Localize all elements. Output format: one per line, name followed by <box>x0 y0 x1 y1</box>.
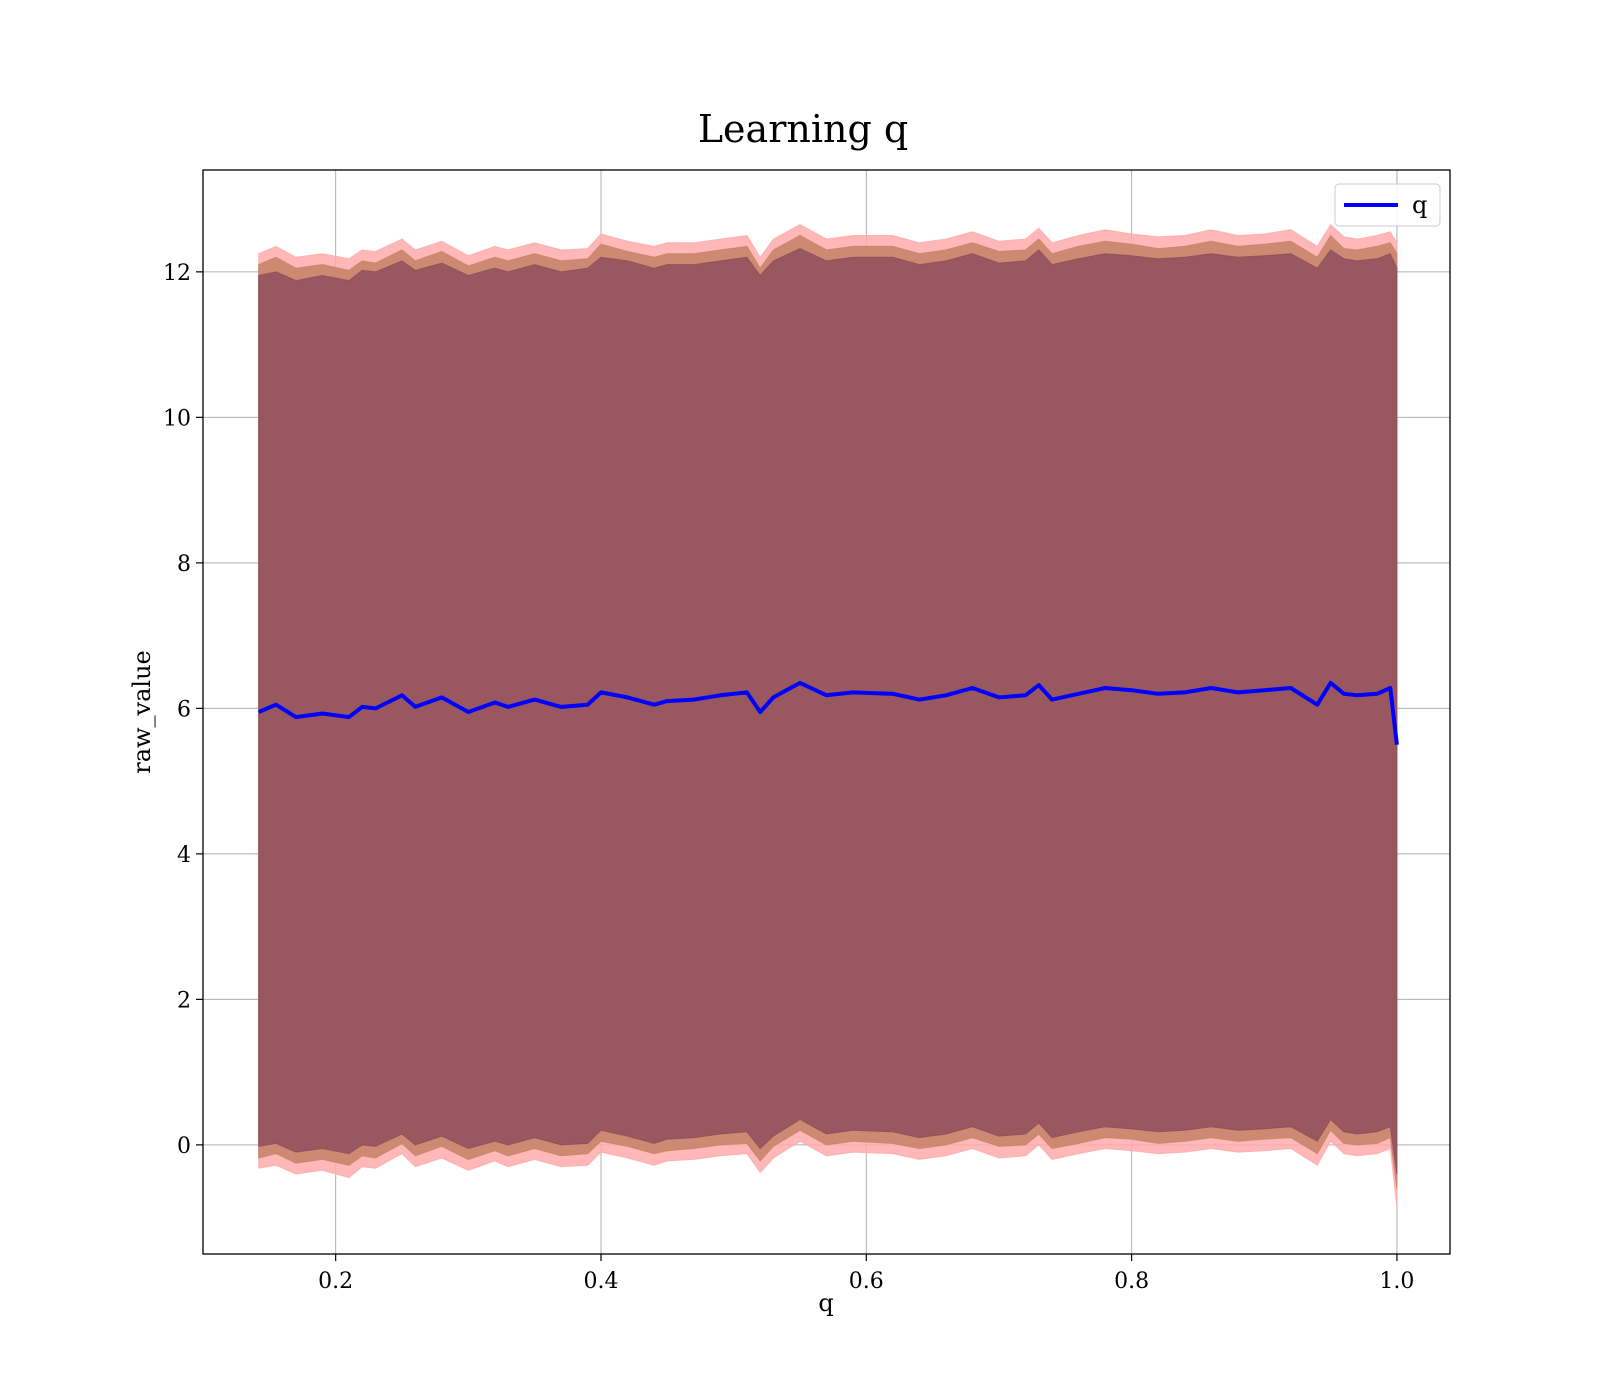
chart-title: Learning q <box>698 107 908 151</box>
x-tick-label: 0.2 <box>318 1269 353 1294</box>
plot-frame <box>202 169 1451 1255</box>
y-tick-label: 4 <box>177 843 191 868</box>
y-tick-label: 0 <box>177 1134 191 1159</box>
y-tick-label: 12 <box>163 261 191 286</box>
y-tick-label: 10 <box>163 406 191 431</box>
y-tick-label: 8 <box>177 552 191 577</box>
y-tick-label: 2 <box>177 988 191 1013</box>
legend-label-q: q <box>1412 191 1427 219</box>
x-axis-label: q <box>818 1289 833 1317</box>
x-tick-label: 0.8 <box>1114 1269 1149 1294</box>
series-line-q <box>257 680 1399 745</box>
x-tick-label: 0.6 <box>849 1269 884 1294</box>
x-tick-label: 0.4 <box>583 1269 618 1294</box>
y-tick-label: 6 <box>177 697 191 722</box>
plot-area: 0.2 0.4 0.6 0.8 1.0 0 2 4 6 8 10 12 q <box>163 169 1451 1294</box>
y-axis-label: raw_value <box>128 650 156 774</box>
inner-confidence-band <box>258 248 1398 1175</box>
x-tick-label: 1.0 <box>1379 1269 1414 1294</box>
